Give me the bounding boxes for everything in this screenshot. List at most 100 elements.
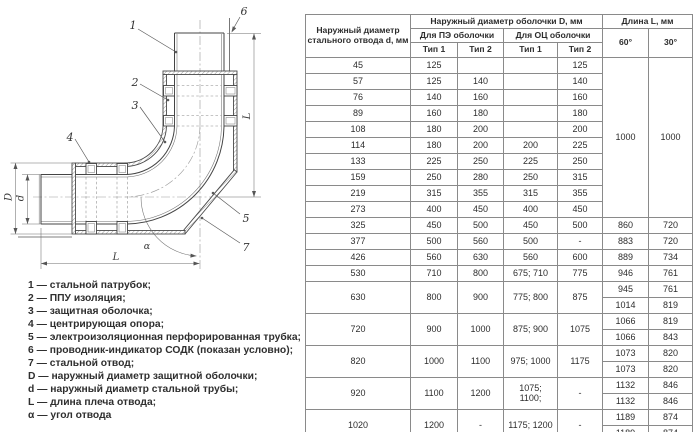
- dim-label-L-right: L: [242, 112, 253, 120]
- callout-3: 3: [132, 99, 139, 112]
- header-pe-type2: Тип 2: [457, 42, 504, 58]
- table-row: 76 140 160 160: [305, 89, 693, 106]
- legend-item: 1 — стальной патрубок;: [28, 280, 151, 291]
- callout-7: 7: [243, 241, 250, 254]
- legend-item: 5 — электроизоляционная перфорированная …: [28, 332, 301, 343]
- angle-alpha: [140, 196, 197, 258]
- spec-table-body: 45 125 125 1000 1000 57 125 140 140 76 140 160 160 89…: [305, 57, 694, 432]
- table-cell: 325: [305, 217, 411, 234]
- header-oc-type1: Тип 1: [503, 42, 558, 58]
- table-cell: 1000: [457, 313, 504, 346]
- table-cell: 57: [305, 73, 411, 90]
- steel-pipe-bend: [124, 124, 225, 225]
- table-cell: -: [457, 409, 504, 432]
- table-cell: 710: [410, 265, 458, 282]
- table-cell: 500: [410, 233, 458, 250]
- table-cell: 820: [648, 345, 694, 362]
- table-cell: 400: [410, 201, 458, 218]
- table-cell: 800: [457, 265, 504, 282]
- table-cell: 975; 1000: [503, 345, 558, 378]
- table-row: 1073 820: [306, 361, 694, 378]
- table-cell: 860: [602, 217, 650, 234]
- table-cell: 874: [648, 425, 694, 432]
- table-cell: 1073: [602, 361, 650, 378]
- table-cell: 920: [305, 377, 411, 410]
- table-cell: 200: [556, 121, 604, 138]
- callout-1: 1: [130, 19, 137, 32]
- table-cell: 1075; 1100;: [503, 377, 558, 410]
- table-cell: 225: [556, 137, 604, 154]
- table-cell: 160: [410, 105, 458, 122]
- table-cell: 450: [503, 217, 558, 234]
- table-cell: 820: [648, 361, 694, 378]
- callout-2: 2: [131, 76, 139, 89]
- table-cell: 1189: [602, 409, 650, 426]
- table-cell: 355: [457, 185, 504, 202]
- table-cell: 900: [457, 281, 504, 314]
- table-cell: 875: [556, 281, 604, 314]
- centering-supports: [85, 85, 238, 235]
- table-cell: 889: [602, 249, 650, 266]
- table-cell: 1066: [602, 329, 650, 346]
- table-cell: 1020: [305, 409, 411, 432]
- table-cell: 315: [503, 185, 558, 202]
- legend-item: α — угол отвода: [28, 410, 112, 421]
- table-row: 45 125 125 1000 1000: [305, 57, 694, 218]
- table-row: 273 400 450 400 450: [305, 201, 693, 218]
- table-cell: 820: [305, 345, 411, 378]
- table-cell: 450: [410, 217, 458, 234]
- casing-bend-chamfer: [181, 169, 238, 235]
- table-cell: 355: [556, 185, 604, 202]
- table-cell: 630: [305, 281, 411, 314]
- table-cell: [503, 73, 558, 90]
- table-cell: [457, 57, 504, 74]
- table-cell: 1189: [602, 425, 650, 432]
- table-cell: 250: [503, 169, 558, 186]
- table-cell: 775; 800: [503, 281, 558, 314]
- table-cell: 819: [648, 297, 694, 314]
- legend: 1 — стальной патрубок; 2 — ППУ изоляция;…: [28, 279, 301, 422]
- table-row: 1014 819: [306, 297, 694, 314]
- table-row: 720 900 1000 875; 900 1075 1066 819: [305, 313, 694, 346]
- table-cell: 875; 900: [503, 313, 558, 346]
- header-d-column: Наружный диаметр стального отвода d, мм: [305, 14, 411, 58]
- callout-6: 6: [241, 5, 248, 18]
- table-cell: 1000: [602, 57, 650, 218]
- table-cell: 761: [648, 265, 694, 282]
- table-cell: 225: [410, 153, 458, 170]
- table-cell: 180: [556, 105, 604, 122]
- table-row: 1132 846: [306, 393, 694, 410]
- header-group-PE: Для ПЭ оболочки: [410, 28, 504, 43]
- pipe-elbow-diagram: D d L L: [4, 5, 261, 271]
- dim-label-L-bottom: L: [112, 252, 120, 263]
- table-cell: 1132: [602, 393, 650, 410]
- table-cell: 720: [305, 313, 411, 346]
- table-cell: 500: [556, 217, 604, 234]
- table-cell: 630: [457, 249, 504, 266]
- dim-label-alpha: α: [144, 241, 151, 252]
- table-cell: 140: [410, 89, 458, 106]
- table-cell: 819: [648, 313, 694, 330]
- legend-item: L — длина плеча отвода;: [28, 397, 157, 408]
- table-cell: 159: [305, 169, 411, 186]
- table-cell: 133: [305, 153, 411, 170]
- table-cell: [503, 121, 558, 138]
- table-row: 57 125 140 140: [305, 73, 693, 90]
- table-cell: 140: [457, 73, 504, 90]
- dimension-D: [10, 162, 76, 235]
- spec-table-wrap: Наружный диаметр стального отвода d, мм …: [305, 14, 694, 432]
- table-cell: 200: [457, 137, 504, 154]
- callout-leaders: [74, 16, 241, 244]
- table-cell: 125: [410, 57, 458, 74]
- table-row: 377 500 560 500-883 720: [305, 233, 694, 250]
- table-cell: -: [556, 377, 604, 410]
- table-cell: 450: [457, 201, 504, 218]
- table-cell: 500: [503, 233, 558, 250]
- table-row: 108 180 200 200: [305, 121, 693, 138]
- table-cell: 1200: [457, 377, 504, 410]
- table-row: 920 1100 1200 1075; 1100; -1132 846: [305, 377, 694, 410]
- table-cell: 946: [602, 265, 650, 282]
- table-row: 89 160 180 180: [305, 105, 693, 122]
- table-cell: 560: [410, 249, 458, 266]
- table-cell: 225: [503, 153, 558, 170]
